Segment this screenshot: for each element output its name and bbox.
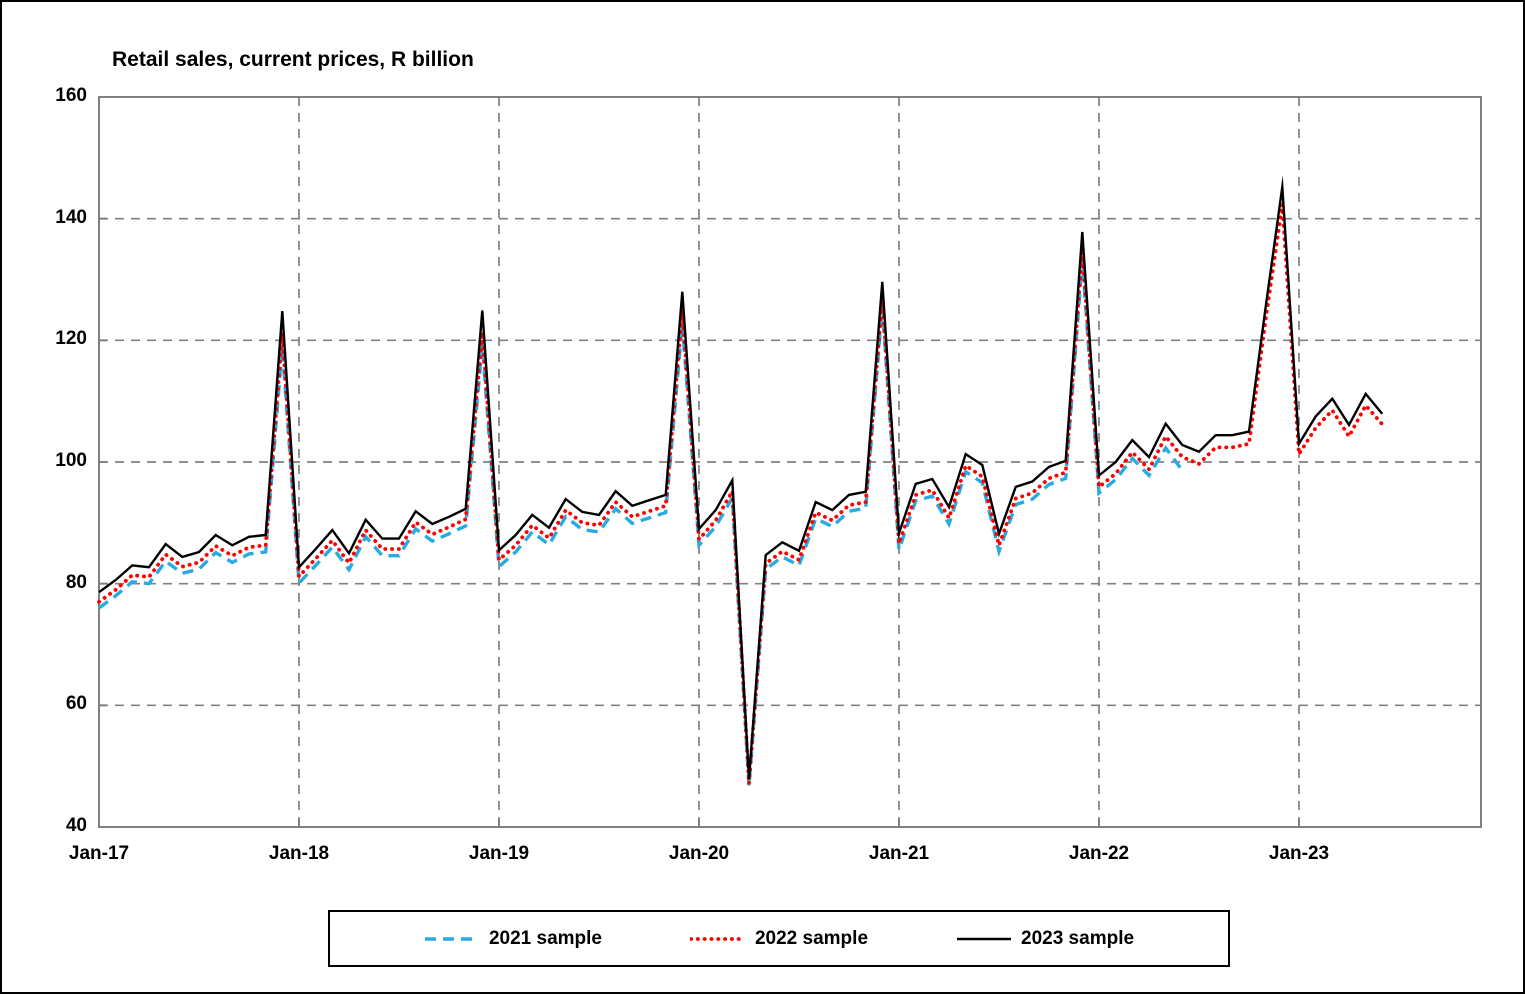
y-axis-label: 140 — [55, 206, 87, 228]
x-axis-label: Jan-22 — [1068, 843, 1130, 864]
x-axis-label: Jan-23 — [1268, 843, 1330, 864]
y-axis-label: 40 — [65, 815, 87, 836]
legend-label: 2023 sample — [1021, 927, 1135, 949]
legend-label: 2021 sample — [488, 927, 602, 949]
series-line-2021-sample — [97, 259, 1184, 787]
y-axis-label: 160 — [55, 85, 87, 106]
legend-label: 2022 sample — [754, 927, 869, 949]
y-axis-label: 80 — [65, 571, 87, 593]
y-axis-label: 60 — [65, 693, 87, 715]
x-axis-label: Jan-19 — [468, 843, 530, 864]
y-axis-label: 120 — [55, 328, 87, 350]
x-axis-label: Jan-18 — [268, 843, 330, 864]
legend-item-2022-sample: 2022 sample — [689, 927, 869, 950]
y-axis-label: 100 — [55, 450, 87, 471]
legend: 2021 sample 2022 sample 2023 sample — [328, 910, 1230, 967]
legend-sample-dashed-line — [424, 936, 479, 941]
chart-title: Retail sales, current prices, R billion — [112, 48, 474, 71]
legend-item-2023-sample: 2023 sample — [956, 928, 1134, 950]
legend-item-2021-sample: 2021 sample — [424, 928, 602, 950]
legend-sample-solid-line — [957, 937, 1012, 940]
series-line-2023-sample — [98, 175, 1384, 779]
x-axis-label: Jan-17 — [68, 843, 130, 864]
plot-frame — [98, 96, 1482, 828]
x-axis-label: Jan-20 — [668, 843, 730, 864]
series-line-2022-sample — [97, 186, 1385, 784]
legend-sample-dotted-line — [689, 936, 746, 941]
x-axis-label: Jan-21 — [868, 843, 930, 864]
